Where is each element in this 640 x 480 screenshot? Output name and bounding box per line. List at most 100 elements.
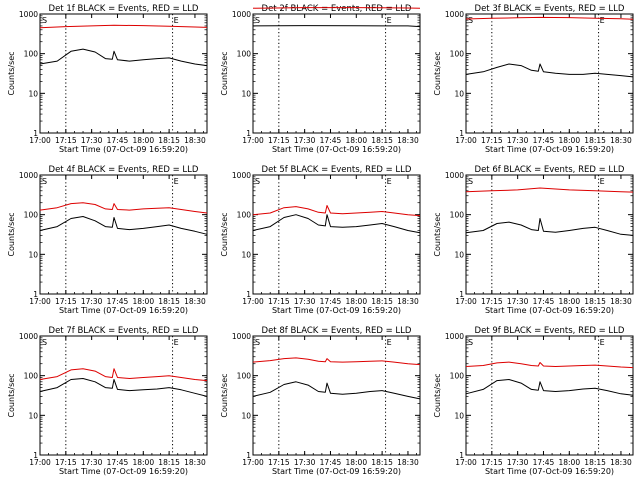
detector-panel: Det 6f BLACK = Events, RED = LLD 17:00 17:…: [433, 165, 634, 315]
detector-panel: Det 4f BLACK = Events, RED = LLD 17:00 17:…: [7, 165, 208, 315]
y-axis-label: Counts/sec: [433, 212, 442, 256]
x-tick-label: 17:45: [533, 136, 555, 145]
start-marker-label: S: [468, 177, 473, 186]
start-marker-label: S: [255, 16, 260, 25]
detector-panel: Det 2f BLACK = Events, RED = LLD 17:00 17:…: [220, 4, 421, 154]
panel-title: Det 1f BLACK = Events, RED = LLD: [49, 4, 199, 14]
end-marker-label: E: [174, 338, 179, 347]
y-tick-label: 10: [454, 411, 464, 420]
detector-panel: Det 9f BLACK = Events, RED = LLD 17:00 17:…: [433, 326, 634, 476]
y-tick-label: 10: [28, 89, 38, 98]
end-marker-label: E: [174, 16, 179, 25]
y-tick-label: 1000: [445, 332, 464, 341]
lld-series-line: [252, 7, 421, 9]
x-tick-label: 17:45: [533, 458, 555, 467]
start-marker-label: S: [468, 16, 473, 25]
detector-panel: Det 7f BLACK = Events, RED = LLD 17:00 17:…: [7, 326, 208, 476]
x-tick-label: 17:00: [455, 297, 477, 306]
y-tick-label: 1: [33, 129, 38, 138]
events-series-line: [39, 216, 208, 235]
x-tick-label: 18:00: [345, 136, 367, 145]
events-series-line: [252, 381, 421, 400]
y-axis-label: Counts/sec: [220, 373, 229, 417]
start-marker-label: S: [42, 338, 47, 347]
detector-panel: Det 5f BLACK = Events, RED = LLD 17:00 17:…: [220, 165, 421, 315]
end-marker-label: E: [387, 16, 392, 25]
x-tick-label: 18:00: [132, 458, 154, 467]
x-axis-label: Start Time (07-Oct-09 16:59:20): [272, 306, 401, 315]
panel-title: Det 3f BLACK = Events, RED = LLD: [475, 4, 625, 14]
y-tick-label: 1000: [232, 332, 251, 341]
y-tick-label: 10: [454, 250, 464, 259]
x-tick-label: 18:15: [584, 136, 606, 145]
end-marker-label: E: [600, 338, 605, 347]
x-tick-label: 17:45: [320, 136, 342, 145]
start-marker-label: S: [255, 338, 260, 347]
x-tick-label: 18:30: [610, 297, 632, 306]
panel-title: Det 5f BLACK = Events, RED = LLD: [262, 165, 412, 175]
x-tick-label: 17:45: [107, 297, 129, 306]
x-axis-label: Start Time (07-Oct-09 16:59:20): [485, 467, 614, 476]
x-tick-label: 18:00: [558, 136, 580, 145]
x-tick-label: 18:15: [158, 458, 180, 467]
events-series-line: [465, 379, 634, 396]
x-tick-label: 18:15: [584, 297, 606, 306]
y-axis-label: Counts/sec: [433, 51, 442, 95]
y-tick-label: 10: [241, 250, 251, 259]
y-axis-label: Counts/sec: [433, 373, 442, 417]
y-tick-label: 1: [246, 451, 251, 460]
x-tick-label: 17:00: [29, 458, 51, 467]
y-tick-label: 1: [246, 290, 251, 299]
x-tick-label: 17:15: [268, 136, 290, 145]
panel-title: Det 6f BLACK = Events, RED = LLD: [475, 165, 625, 175]
x-tick-label: 18:30: [610, 458, 632, 467]
x-tick-label: 17:30: [81, 297, 103, 306]
x-tick-label: 17:00: [455, 136, 477, 145]
y-tick-label: 100: [450, 50, 465, 59]
x-tick-label: 18:00: [345, 297, 367, 306]
y-tick-label: 1000: [232, 10, 251, 19]
x-tick-label: 18:30: [184, 297, 206, 306]
plot-frame: [39, 13, 208, 134]
y-tick-label: 1: [459, 129, 464, 138]
end-marker-label: E: [174, 177, 179, 186]
x-tick-label: 18:00: [132, 136, 154, 145]
x-tick-label: 17:15: [481, 458, 503, 467]
x-tick-label: 18:00: [132, 297, 154, 306]
events-series-line: [39, 378, 208, 397]
x-tick-label: 17:45: [107, 136, 129, 145]
lld-series-line: [252, 205, 421, 217]
y-tick-label: 10: [28, 411, 38, 420]
x-tick-label: 18:00: [345, 458, 367, 467]
x-tick-label: 18:15: [158, 136, 180, 145]
y-tick-label: 100: [450, 211, 465, 220]
y-tick-label: 1: [33, 451, 38, 460]
panel-title: Det 2f BLACK = Events, RED = LLD: [262, 4, 412, 14]
x-tick-label: 18:30: [184, 458, 206, 467]
x-tick-label: 17:00: [29, 136, 51, 145]
start-marker-label: S: [42, 177, 47, 186]
x-tick-label: 17:15: [481, 136, 503, 145]
x-axis-label: Start Time (07-Oct-09 16:59:20): [272, 145, 401, 154]
x-tick-label: 18:00: [558, 297, 580, 306]
x-axis-label: Start Time (07-Oct-09 16:59:20): [59, 306, 188, 315]
y-tick-label: 1000: [19, 10, 38, 19]
y-tick-label: 10: [28, 250, 38, 259]
x-tick-label: 17:00: [455, 458, 477, 467]
y-tick-label: 100: [24, 211, 39, 220]
x-tick-label: 17:45: [320, 458, 342, 467]
x-axis-label: Start Time (07-Oct-09 16:59:20): [485, 145, 614, 154]
x-tick-label: 18:15: [371, 136, 393, 145]
x-tick-label: 17:00: [29, 297, 51, 306]
panel-title: Det 7f BLACK = Events, RED = LLD: [49, 326, 199, 336]
detector-panel: Det 1f BLACK = Events, RED = LLD 17:00 17:…: [7, 4, 208, 154]
lld-series-line: [39, 202, 208, 214]
y-tick-label: 100: [237, 50, 252, 59]
y-tick-label: 10: [241, 411, 251, 420]
events-series-line: [39, 48, 208, 67]
y-axis-label: Counts/sec: [7, 51, 16, 95]
plot-frame: [39, 174, 208, 295]
events-series-line: [465, 63, 634, 78]
panel-title: Det 9f BLACK = Events, RED = LLD: [475, 326, 625, 336]
x-tick-label: 18:30: [397, 136, 419, 145]
